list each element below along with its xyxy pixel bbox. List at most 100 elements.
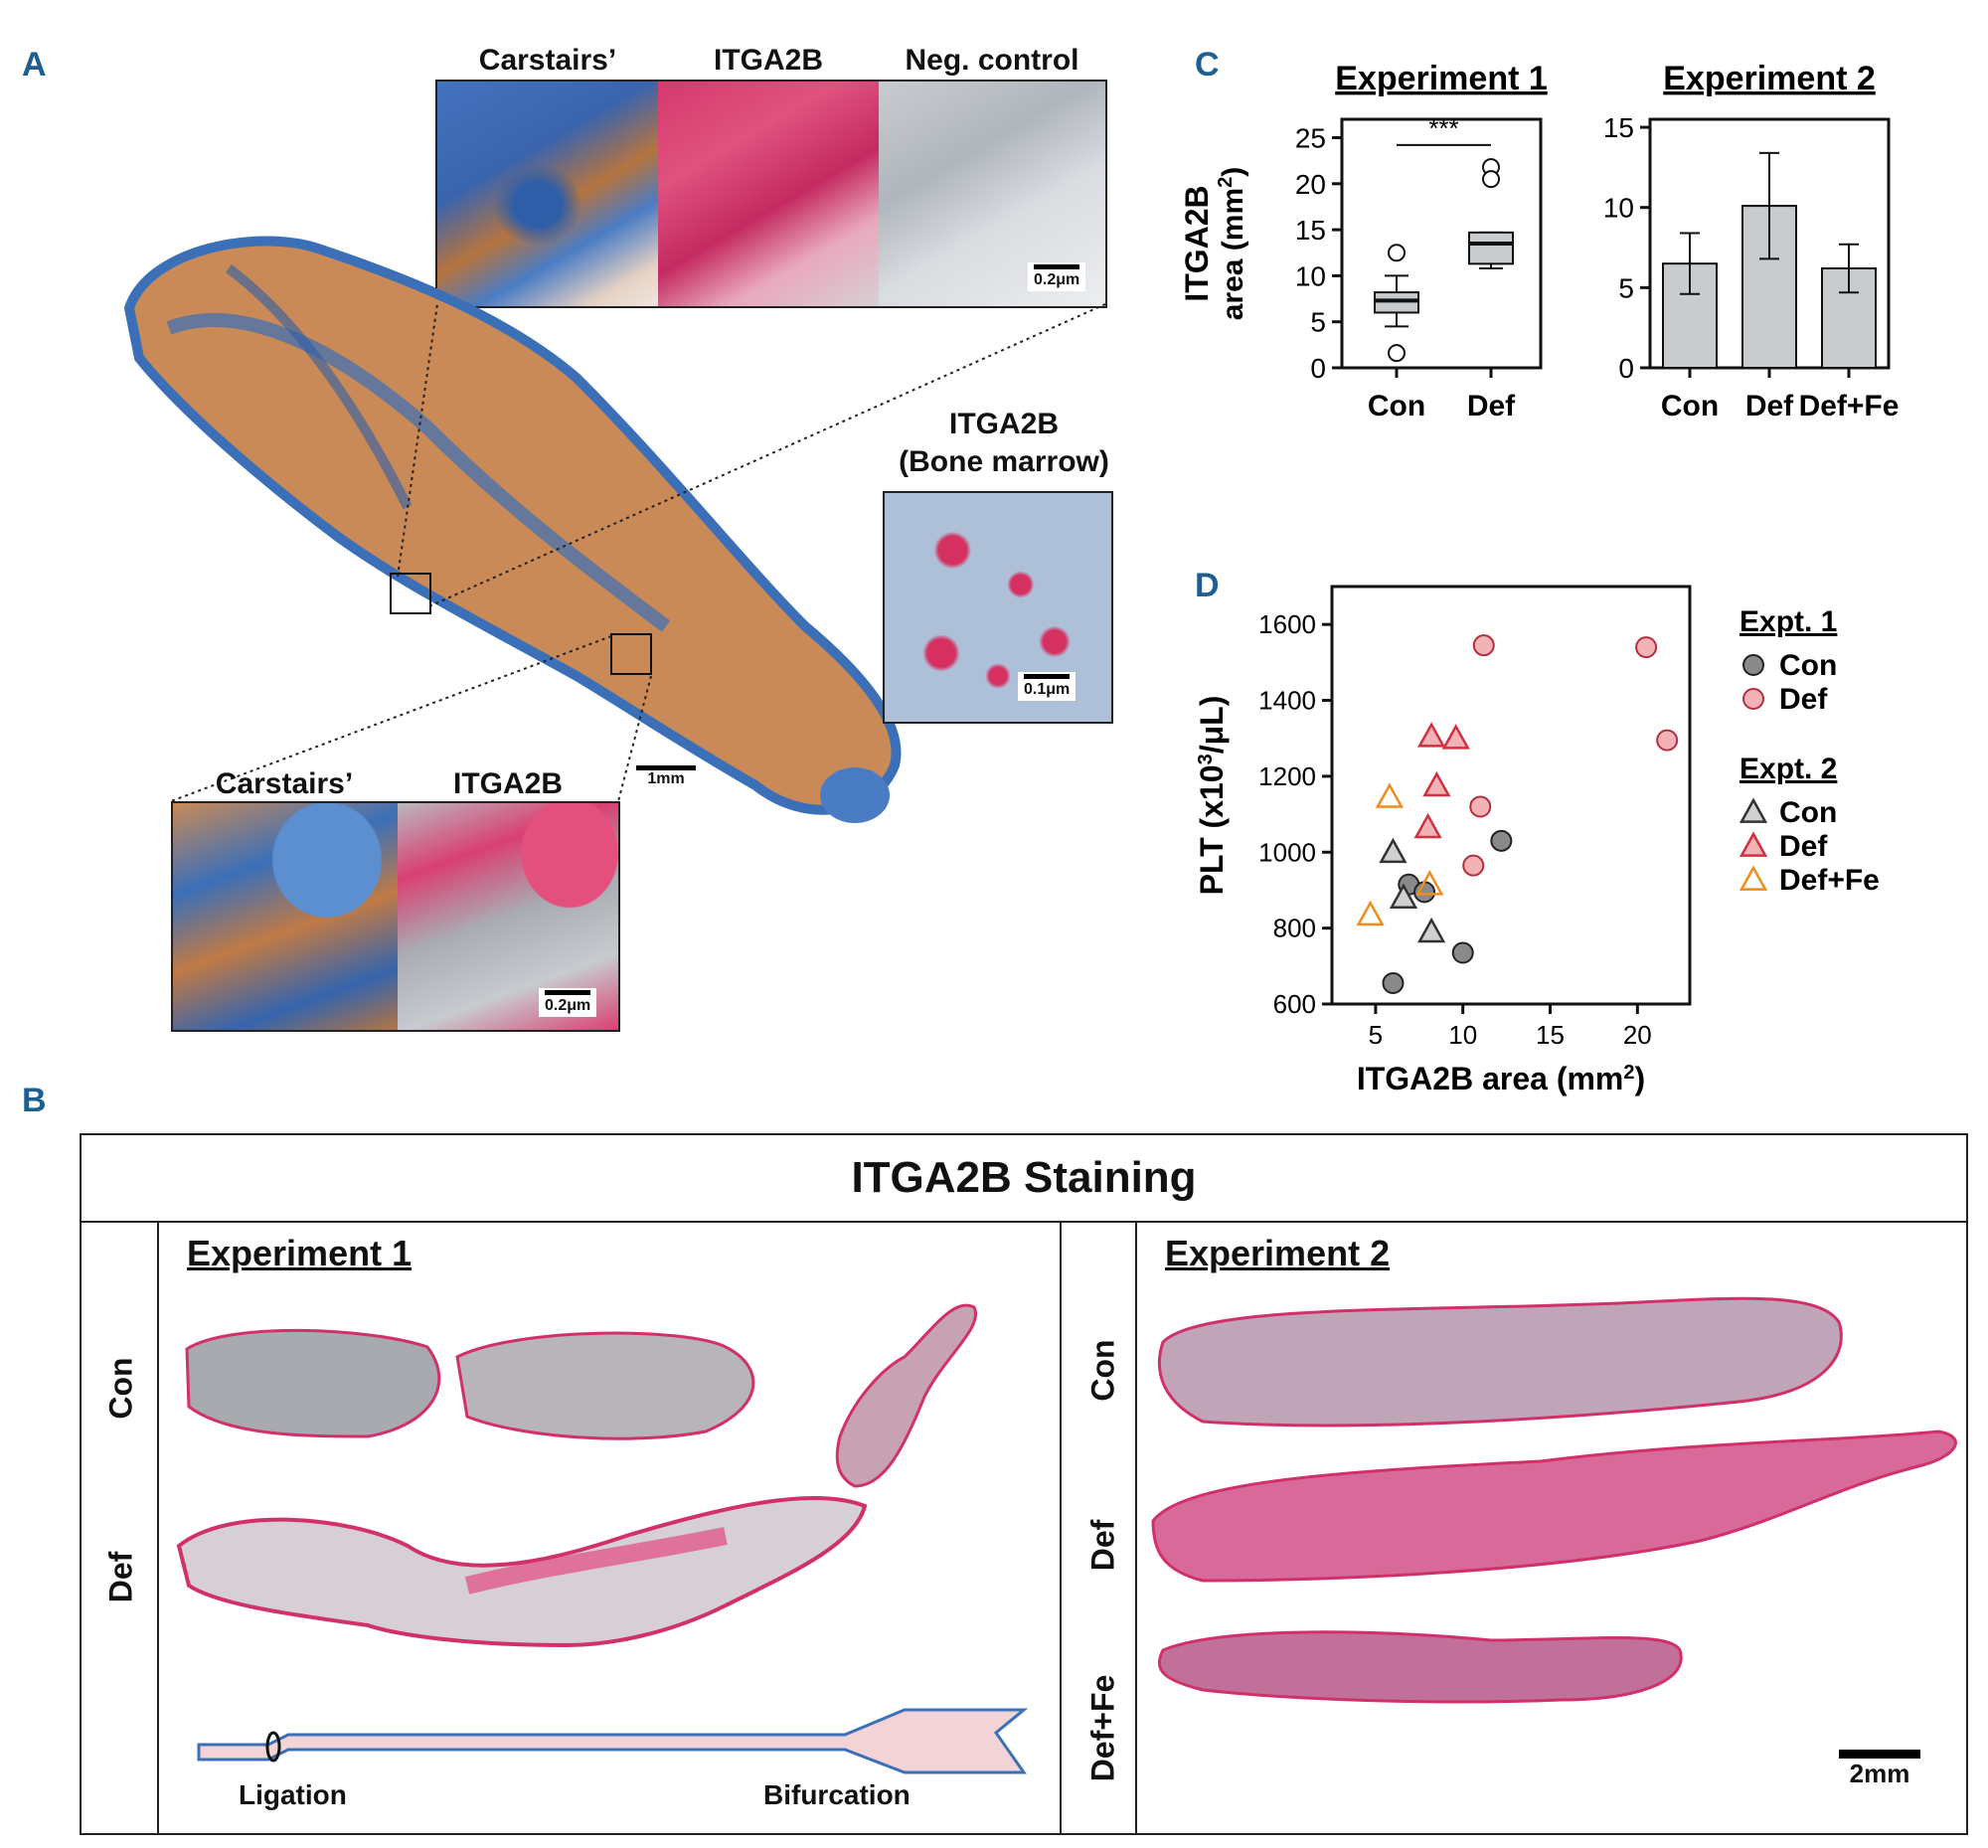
box-outlier	[1388, 244, 1406, 262]
micrograph-carstairs-top	[435, 80, 662, 308]
scatter-point-expt2-def	[1441, 724, 1470, 750]
y-tick-label-scatter: 1600	[1258, 609, 1316, 639]
divider-middle	[1060, 1221, 1062, 1835]
chart-panel-d: 600 800 1000 1200 1400 1600 5 10 15 20 ITGA2B area…	[1194, 585, 1880, 1096]
y-axis-label-exp1-superscript: 2	[1215, 177, 1237, 188]
x-tick-label-scatter: 20	[1623, 1020, 1652, 1050]
y-axis-label-exp1-line1: ITGA2B	[1179, 185, 1215, 301]
legend-marker	[1742, 688, 1764, 710]
experiment1-heading: Experiment 1	[187, 1233, 413, 1273]
micrograph-itga2b-top	[658, 80, 881, 308]
diagram-label-bifurcation: Bifurcation	[763, 1779, 911, 1810]
scatter-point-expt1-def	[1462, 854, 1485, 877]
staining-table: ITGA2B Staining	[80, 1133, 1968, 1835]
panel-letter-a: A	[22, 46, 47, 84]
y-tick-label-exp2: 5	[1618, 272, 1634, 303]
scale-bar-top: 0.2μm	[1028, 262, 1086, 291]
x-tick-label-scatter: 15	[1536, 1020, 1565, 1050]
bone-marrow-title-1: ITGA2B	[948, 408, 1059, 440]
y-tick-label-exp1: 0	[1310, 353, 1326, 384]
box-outlier	[1388, 344, 1406, 363]
y-tick-label-scatter: 600	[1273, 989, 1316, 1019]
scale-bar-bone-marrow: 0.1μm	[1018, 672, 1077, 701]
x-tick-label-scatter: 10	[1448, 1020, 1477, 1050]
scatter-point-expt1-def	[1656, 729, 1679, 752]
y-tick-label-exp2: 15	[1603, 112, 1634, 143]
legend-label: Con	[1779, 649, 1837, 682]
micrograph-itga2b-bottom: 0.2μm	[398, 801, 620, 1032]
x-tick-label-exp2: Con	[1661, 390, 1719, 422]
y-tick-label-exp2: 0	[1618, 353, 1634, 384]
inset-label-carstairs-bottom: Carstairs’	[215, 767, 354, 800]
legend-label: Def	[1779, 830, 1828, 863]
y-tick-label-exp1: 20	[1295, 169, 1326, 200]
y-tick-label-exp1: 25	[1295, 123, 1326, 154]
experiment2-heading: Experiment 2	[1165, 1233, 1391, 1273]
scatter-point-expt2-con	[1389, 883, 1418, 909]
row-label-def-left: Def	[102, 1551, 139, 1603]
x-tick-label-exp2: Def	[1745, 390, 1794, 422]
significance-stars: ***	[1428, 113, 1458, 143]
scatter-point-expt2-def-fe	[1375, 782, 1405, 808]
scatter-point-expt2-def	[1413, 812, 1442, 839]
box-outlier	[1482, 170, 1500, 189]
row-label-con-left: Con	[102, 1357, 139, 1420]
scale-bar-bottom: 0.2μm	[539, 988, 597, 1017]
legend-marker	[1742, 654, 1764, 676]
bone-marrow-title-2: (Bone marrow)	[899, 445, 1109, 478]
micrograph-negcontrol: 0.2μm	[879, 80, 1107, 308]
scatter-point-expt2-def-fe	[1415, 870, 1444, 896]
inset-label-carstairs-top: Carstairs’	[478, 44, 617, 77]
micrograph-bone-marrow: 0.1μm	[883, 491, 1113, 724]
tissue-sections-experiment2	[1151, 1296, 1957, 1704]
y-tick-label-scatter: 800	[1273, 914, 1316, 943]
y-tick-label-exp1: 10	[1295, 260, 1326, 291]
scale-bar-panel-b: 2mm	[1839, 1750, 1920, 1789]
legend-marker	[1739, 831, 1768, 857]
x-axis-label-superscript: 2	[1623, 1062, 1634, 1084]
legend-marker	[1739, 797, 1768, 823]
scatter-point-expt1-def	[1635, 636, 1658, 659]
tissue-sections-experiment1	[176, 1303, 1029, 1774]
micrograph-carstairs-bottom	[171, 801, 402, 1032]
legend-label: Def+Fe	[1779, 864, 1880, 897]
divider-left	[157, 1221, 159, 1835]
divider-right	[1135, 1221, 1137, 1835]
inset-label-itga2b-top: ITGA2B	[713, 44, 823, 77]
box-def	[1468, 231, 1514, 265]
x-tick-label-scatter: 5	[1369, 1020, 1383, 1050]
scale-bar-main: 1mm	[636, 765, 696, 788]
scatter-point-expt1-def	[1469, 795, 1492, 818]
legend-group-title: Expt. 1	[1740, 605, 1837, 638]
x-axis-label-scatter: ITGA2B area (mm2)	[1357, 1061, 1645, 1096]
plot-frame-exp1	[1340, 117, 1543, 370]
legend-group-title: Expt. 2	[1740, 753, 1837, 785]
row-label-con-right: Con	[1084, 1339, 1121, 1402]
inset-label-itga2b-bottom: ITGA2B	[452, 767, 563, 800]
panel-letter-c: C	[1195, 46, 1220, 84]
y-axis-label-exp1-line2: area (mm2)	[1215, 167, 1249, 321]
row-label-def-right: Def	[1084, 1519, 1121, 1572]
scatter-point-expt1-def	[1472, 634, 1495, 657]
y-tick-label-scatter: 1000	[1258, 837, 1316, 867]
y-tick-label-exp1: 15	[1295, 215, 1326, 246]
scatter-point-expt2-def	[1416, 722, 1446, 748]
chart-title-exp1: Experiment 1	[1335, 60, 1548, 97]
panel-letter-b: B	[22, 1082, 47, 1119]
panel-letter-d: D	[1195, 567, 1220, 604]
inset-label-negcontrol: Neg. control	[905, 44, 1079, 77]
scatter-point-expt1-con	[1451, 941, 1474, 964]
scatter-point-expt1-con	[1490, 829, 1513, 852]
plot-frame-scatter	[1330, 585, 1692, 1006]
row-label-deffe-right: Def+Fe	[1084, 1674, 1121, 1782]
legend-marker	[1739, 865, 1768, 891]
legend-label: Def	[1779, 683, 1828, 716]
legend-label: Con	[1779, 796, 1837, 829]
y-tick-label-scatter: 1200	[1258, 761, 1316, 791]
x-tick-label-exp2: Def+Fe	[1799, 390, 1900, 422]
inset-connector-lines	[170, 303, 1106, 802]
y-axis-label-superscript: 3	[1195, 754, 1217, 764]
y-tick-label-exp2: 10	[1603, 193, 1634, 224]
y-tick-label-exp1: 5	[1310, 307, 1326, 338]
